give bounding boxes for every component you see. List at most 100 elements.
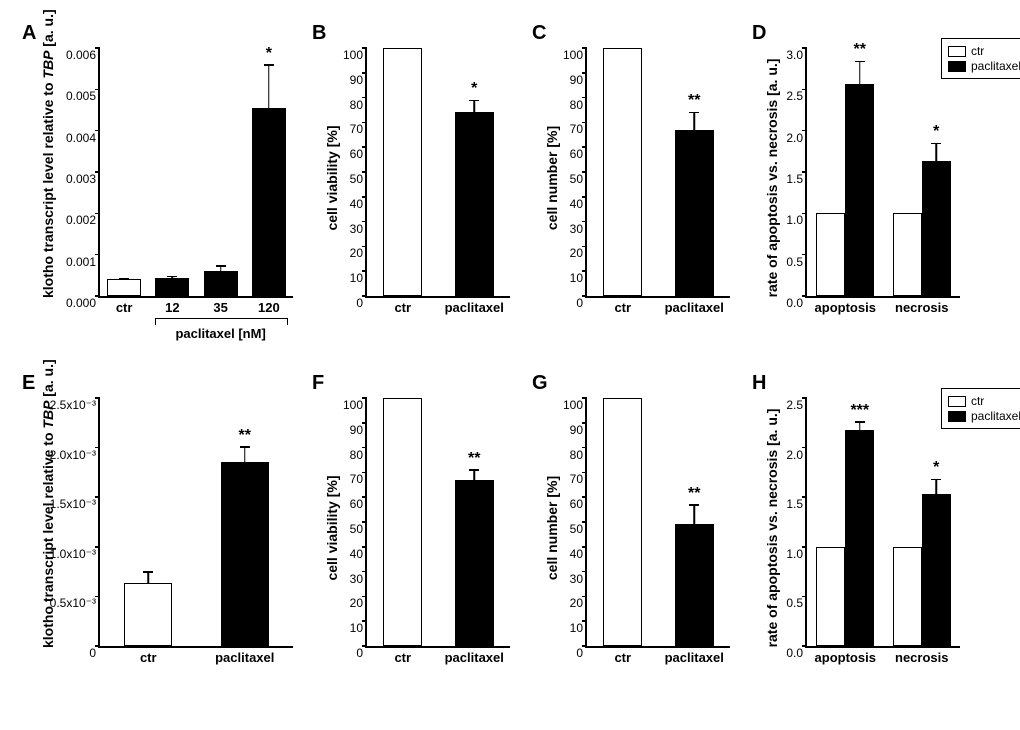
ytick-label: 1.0x10⁻³ <box>50 547 100 561</box>
bar <box>204 271 238 296</box>
ytick-label: 2.5 <box>786 89 807 103</box>
legend-row-paclitaxel: paclitaxel <box>948 59 1020 73</box>
ytick-label: 70 <box>570 122 587 136</box>
legend-label-paclitaxel: paclitaxel <box>971 409 1020 423</box>
xtick-label: 12 <box>165 296 179 315</box>
legend: ctr paclitaxel <box>941 388 1020 429</box>
bar <box>845 84 874 296</box>
significance-marker: ** <box>854 41 866 59</box>
ytick-label: 0 <box>356 296 367 310</box>
ytick-label: 0 <box>576 296 587 310</box>
panel-label: E <box>22 372 35 395</box>
ytick-label: 20 <box>570 246 587 260</box>
panel-G: G cell number [%] 0102030405060708090100… <box>530 370 740 710</box>
ytick-label: 3.0 <box>786 48 807 62</box>
ytick-label: 0.000 <box>66 296 100 310</box>
ytick-label: 80 <box>570 448 587 462</box>
significance-marker: *** <box>850 402 869 420</box>
ytick-label: 2.5x10⁻³ <box>50 398 100 412</box>
ytick-label: 90 <box>350 73 367 87</box>
significance-marker: * <box>471 80 477 98</box>
ytick-label: 50 <box>570 522 587 536</box>
yaxis-label: cell number [%] <box>544 78 560 278</box>
ytick-label: 10 <box>350 271 367 285</box>
significance-marker: * <box>933 459 939 477</box>
ytick-label: 0.001 <box>66 255 100 269</box>
ytick-label: 2.5 <box>786 398 807 412</box>
plot-area: 0102030405060708090100ctr**paclitaxel <box>365 398 510 648</box>
bar <box>383 48 422 296</box>
xtick-label: necrosis <box>895 296 948 315</box>
xtick-label: paclitaxel <box>445 296 504 315</box>
panel-H: H rate of apoptosis vs. necrosis [a. u.]… <box>750 370 1020 710</box>
ytick-label: 60 <box>570 147 587 161</box>
ytick-label: 0.006 <box>66 48 100 62</box>
ytick-label: 1.5 <box>786 172 807 186</box>
ytick-label: 50 <box>350 522 367 536</box>
ytick-label: 40 <box>570 197 587 211</box>
ytick-label: 0.003 <box>66 172 100 186</box>
bar <box>603 48 642 296</box>
xtick-label: paclitaxel <box>215 646 274 665</box>
panel-E: E klotho transcript level relative to TB… <box>20 370 300 710</box>
panel-label: C <box>532 22 546 45</box>
ytick-label: 0 <box>89 646 100 660</box>
bar <box>922 161 951 296</box>
ytick-label: 2.0 <box>786 131 807 145</box>
panel-label: F <box>312 372 324 395</box>
panel-D: D rate of apoptosis vs. necrosis [a. u.]… <box>750 20 1020 360</box>
yaxis-label: klotho transcript level relative to TBP … <box>40 58 56 298</box>
ytick-label: 30 <box>350 572 367 586</box>
ytick-label: 10 <box>570 271 587 285</box>
ytick-label: 10 <box>570 621 587 635</box>
yaxis-label: rate of apoptosis vs. necrosis [a. u.] <box>764 58 780 298</box>
ytick-label: 40 <box>570 547 587 561</box>
legend-row-ctr: ctr <box>948 394 1020 408</box>
bar <box>252 108 286 296</box>
legend-label-ctr: ctr <box>971 44 984 58</box>
plot-area: 0102030405060708090100ctr**paclitaxel <box>585 48 730 298</box>
xtick-label: apoptosis <box>815 296 876 315</box>
ytick-label: 80 <box>350 448 367 462</box>
yaxis-label: klotho transcript level relative to TBP … <box>40 408 56 648</box>
xtick-label: ctr <box>614 296 631 315</box>
ytick-label: 100 <box>343 398 367 412</box>
xtick-label: paclitaxel <box>665 646 724 665</box>
ytick-label: 100 <box>343 48 367 62</box>
ytick-label: 1.5x10⁻³ <box>50 497 100 511</box>
figure-grid: A klotho transcript level relative to TB… <box>20 20 1000 710</box>
yaxis-label: rate of apoptosis vs. necrosis [a. u.] <box>764 408 780 648</box>
ytick-label: 0.002 <box>66 213 100 227</box>
ytick-label: 0.0 <box>786 296 807 310</box>
ytick-label: 90 <box>350 423 367 437</box>
ytick-label: 0.5 <box>786 596 807 610</box>
bar <box>124 583 172 646</box>
xtick-label: apoptosis <box>815 646 876 665</box>
xtick-label: 120 <box>258 296 280 315</box>
significance-marker: ** <box>688 92 700 110</box>
significance-marker: * <box>266 45 272 63</box>
bar <box>845 430 874 646</box>
bar <box>603 398 642 646</box>
xtick-label: ctr <box>116 296 133 315</box>
ytick-label: 60 <box>350 497 367 511</box>
legend-swatch-ctr <box>948 46 966 57</box>
significance-marker: * <box>933 123 939 141</box>
bar <box>675 130 714 296</box>
xtick-label: paclitaxel <box>665 296 724 315</box>
plot-area: 0.0000.0010.0020.0030.0040.0050.006ctr12… <box>98 48 293 298</box>
ytick-label: 30 <box>350 222 367 236</box>
ytick-label: 50 <box>350 172 367 186</box>
ytick-label: 70 <box>350 472 367 486</box>
panel-B: B cell viability [%] 0102030405060708090… <box>310 20 520 360</box>
plot-area: 0102030405060708090100ctr*paclitaxel <box>365 48 510 298</box>
significance-marker: ** <box>688 485 700 503</box>
bar <box>816 213 845 296</box>
significance-marker: ** <box>468 450 480 468</box>
ytick-label: 30 <box>570 222 587 236</box>
plot-area: 0.00.51.01.52.02.53.0***apoptosisnecrosi… <box>805 48 960 298</box>
ytick-label: 0 <box>576 646 587 660</box>
legend-swatch-paclitaxel <box>948 61 966 72</box>
ytick-label: 0 <box>356 646 367 660</box>
ytick-label: 10 <box>350 621 367 635</box>
